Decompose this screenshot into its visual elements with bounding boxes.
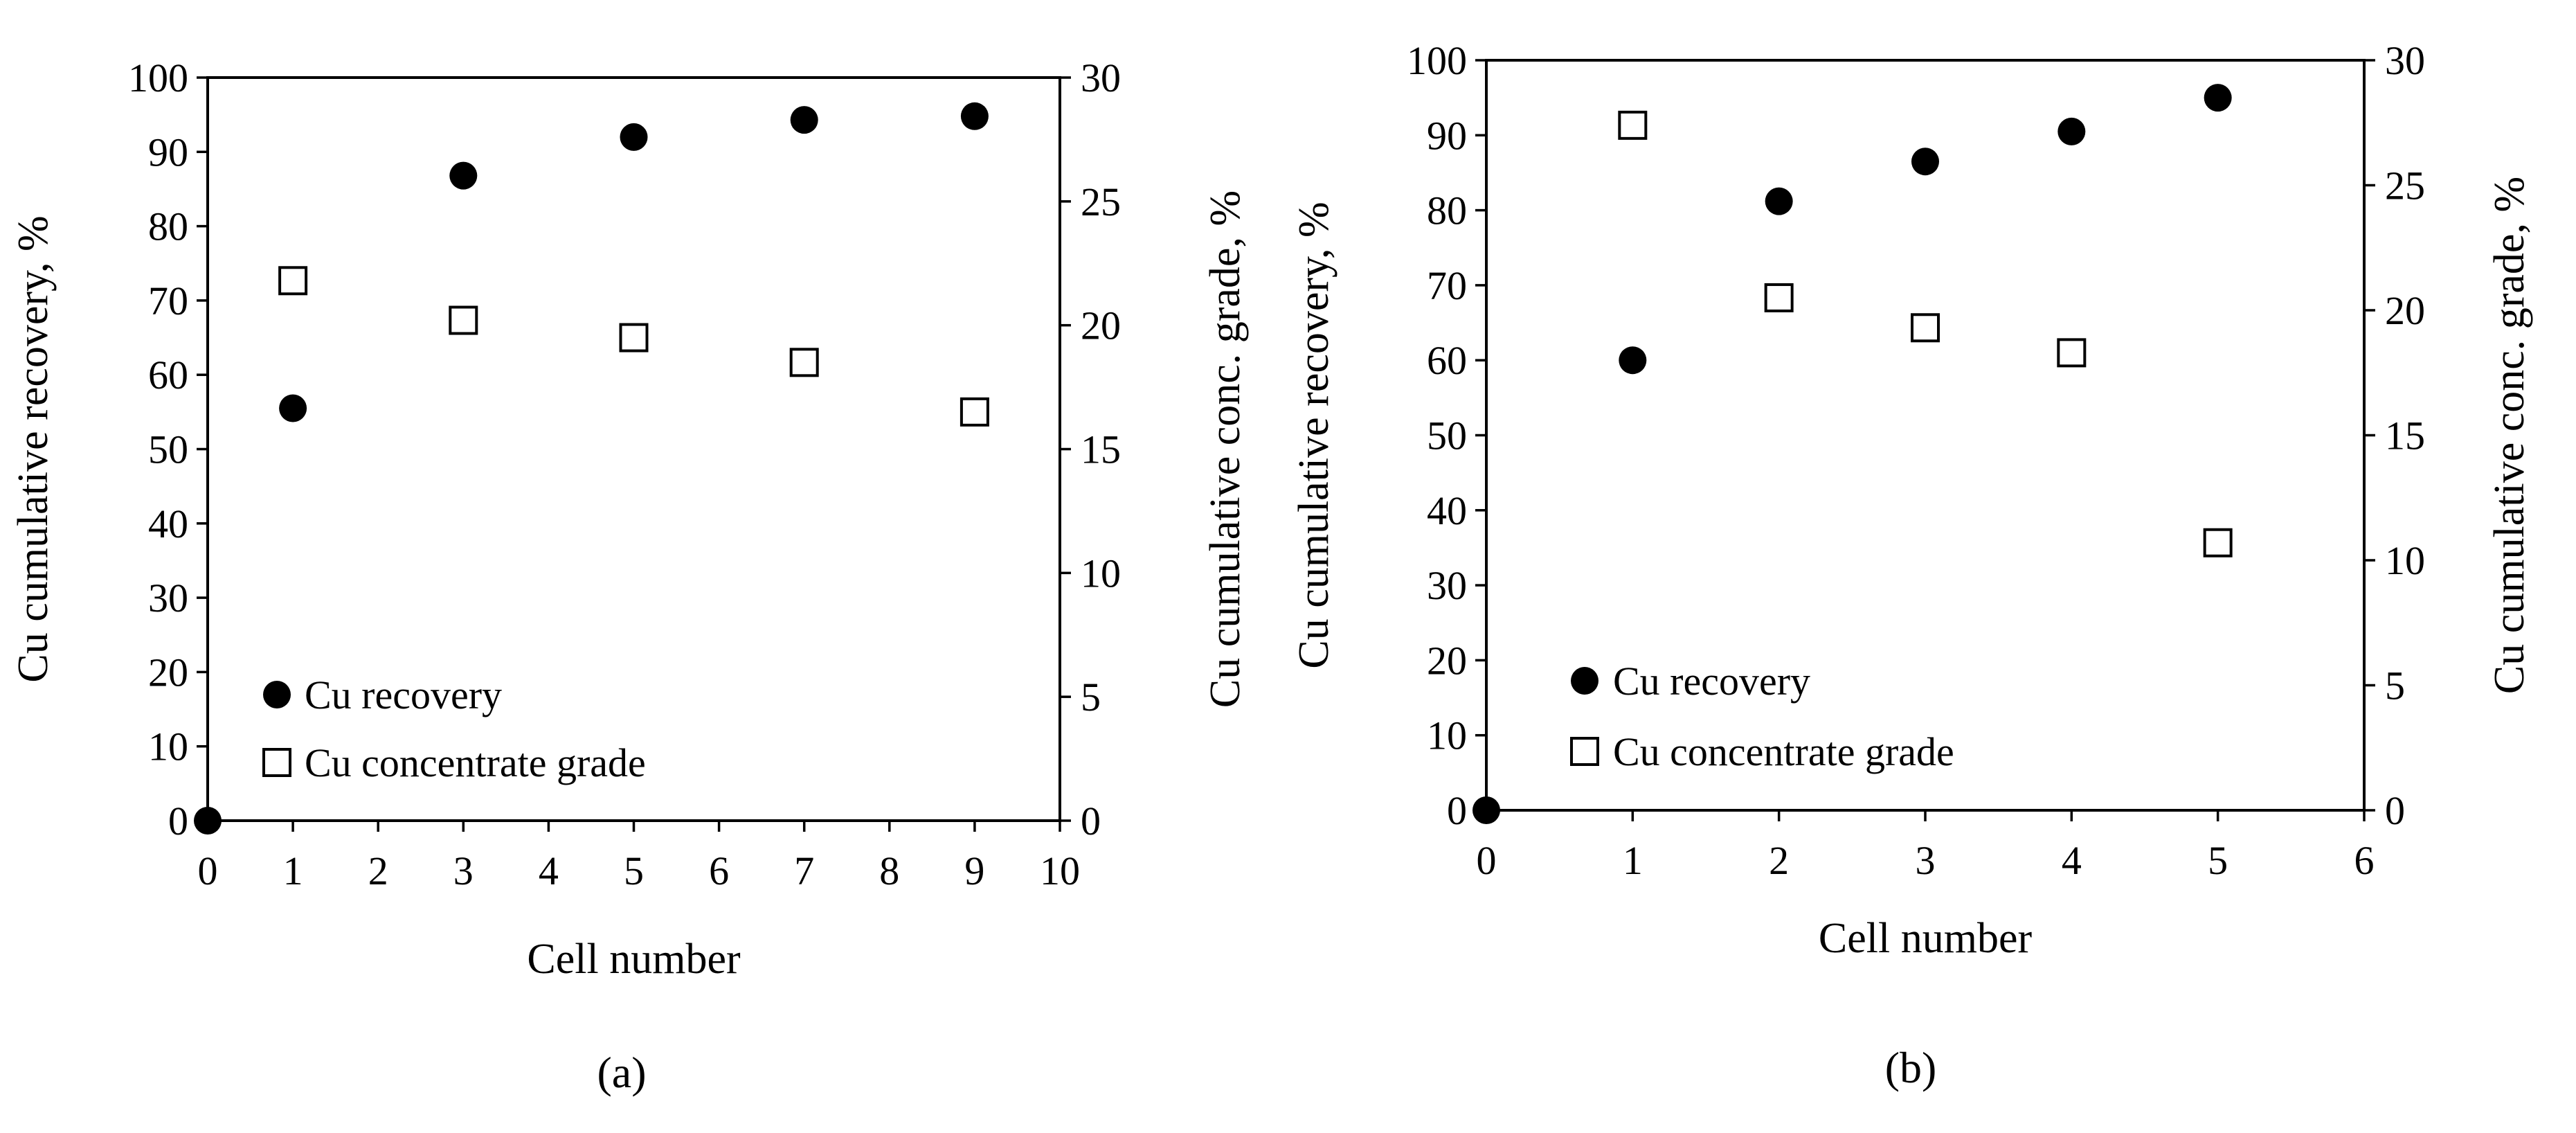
legend-label: Cu concentrate grade (305, 740, 646, 785)
y-left-tick-label: 50 (1427, 413, 1467, 458)
legend-circle-icon (263, 681, 291, 708)
x-tick-label: 5 (2208, 838, 2228, 883)
y-right-tick-label: 30 (1081, 55, 1121, 100)
recovery-point (1765, 187, 1793, 215)
y-right-tick-label: 10 (2385, 538, 2425, 583)
recovery-point (449, 161, 478, 190)
y-left-tick-label: 20 (1427, 638, 1467, 683)
x-tick-label: 6 (709, 848, 729, 893)
y-right-tick-label: 5 (1081, 675, 1101, 720)
x-tick-label: 3 (453, 848, 474, 893)
x-tick-label: 2 (368, 848, 388, 893)
recovery-point (2057, 117, 2086, 145)
y-left-tick-label: 90 (148, 130, 188, 175)
x-tick-label: 1 (283, 848, 303, 893)
y-left-axis-title: Cu cumulative recovery, % (10, 215, 57, 682)
grade-point (278, 266, 308, 296)
grade-point (960, 397, 989, 427)
y-right-tick-label: 0 (1081, 799, 1101, 844)
y-left-tick-label: 60 (148, 353, 188, 398)
x-tick-label: 2 (1769, 838, 1789, 883)
grade-point (1764, 283, 1794, 312)
y-left-tick-label: 80 (1427, 188, 1467, 233)
x-tick-label: 1 (1623, 838, 1643, 883)
y-right-tick-label: 15 (1081, 427, 1121, 472)
chart-panel-b: 0 1 2 3 4 5 6010203040506070809010005101520253… (1290, 38, 2533, 1092)
x-tick-label: 0 (1477, 838, 1497, 883)
grade-point (1618, 110, 1648, 140)
x-axis-title: Cell number (527, 936, 741, 983)
y-left-tick-label: 50 (148, 427, 188, 472)
x-tick-label: 8 (879, 848, 899, 893)
y-right-axis-title: Cu cumulative conc. grade, % (1202, 190, 1249, 708)
y-right-tick-label: 30 (2385, 38, 2425, 83)
legend: Cu recovery Cu concentrate grade (262, 672, 646, 785)
grade-point (2203, 528, 2233, 557)
y-right-tick-label: 15 (2385, 413, 2425, 458)
y-right-axis-title: Cu cumulative conc. grade, % (2486, 177, 2533, 694)
grade-point (2057, 338, 2087, 368)
y-right-tick-label: 10 (1081, 551, 1121, 596)
y-left-tick-label: 40 (148, 501, 188, 546)
y-left-tick-label: 0 (168, 799, 188, 844)
recovery-point (2204, 84, 2232, 112)
grade-point (1911, 313, 1940, 343)
legend-circle-icon (1571, 667, 1598, 695)
x-tick-label: 3 (1916, 838, 1936, 883)
legend: Cu recovery Cu concentrate grade (1570, 659, 1954, 774)
recovery-point (1911, 148, 1939, 176)
panel-caption: (b) (1885, 1043, 1937, 1092)
x-tick-label: 0 (198, 848, 218, 893)
y-right-tick-label: 20 (1081, 303, 1121, 348)
x-tick-label: 10 (1040, 848, 1080, 893)
recovery-point (279, 394, 307, 422)
recovery-point (790, 106, 818, 134)
legend-square-icon (262, 748, 291, 777)
x-tick-label: 7 (794, 848, 814, 893)
recovery-point (194, 807, 222, 835)
y-left-axis-title: Cu cumulative recovery, % (1290, 202, 1337, 668)
y-left-tick-label: 10 (148, 724, 188, 769)
x-axis-title: Cell number (1819, 915, 2033, 962)
recovery-point (1472, 796, 1500, 824)
chart-panel-a: 0 1 2 3 4 5 6 7 8 9 100102030405060708090100051015… (10, 55, 1249, 1097)
y-left-tick-label: 30 (148, 576, 188, 621)
grade-point (449, 305, 478, 335)
y-left-tick-label: 100 (1407, 38, 1467, 83)
x-tick-label: 5 (624, 848, 644, 893)
y-right-tick-label: 0 (2385, 788, 2405, 833)
y-right-tick-label: 25 (2385, 163, 2425, 208)
y-right-tick-label: 25 (1081, 179, 1121, 224)
legend-label: Cu concentrate grade (1613, 729, 1954, 774)
grade-point (619, 323, 649, 353)
x-tick-label: 9 (964, 848, 984, 893)
y-left-tick-label: 80 (148, 204, 188, 249)
x-tick-label: 4 (539, 848, 559, 893)
y-left-tick-label: 70 (1427, 263, 1467, 308)
y-left-tick-label: 100 (128, 55, 188, 100)
y-left-tick-label: 20 (148, 650, 188, 695)
y-left-tick-label: 30 (1427, 563, 1467, 608)
recovery-point (620, 123, 648, 151)
y-left-tick-label: 10 (1427, 713, 1467, 758)
y-left-tick-label: 90 (1427, 113, 1467, 158)
legend-square-icon (1570, 737, 1599, 766)
y-left-tick-label: 70 (148, 278, 188, 323)
y-left-tick-label: 0 (1447, 788, 1467, 833)
y-left-tick-label: 40 (1427, 488, 1467, 533)
y-left-tick-label: 60 (1427, 338, 1467, 383)
x-tick-label: 6 (2354, 838, 2375, 883)
x-tick-label: 4 (2062, 838, 2082, 883)
y-right-tick-label: 20 (2385, 288, 2425, 333)
panel-caption: (a) (597, 1048, 646, 1097)
recovery-point (1619, 346, 1647, 375)
legend-label: Cu recovery (1613, 659, 1810, 704)
grade-point (789, 348, 819, 377)
recovery-point (960, 102, 989, 130)
legend-label: Cu recovery (305, 672, 502, 717)
y-right-tick-label: 5 (2385, 663, 2405, 708)
